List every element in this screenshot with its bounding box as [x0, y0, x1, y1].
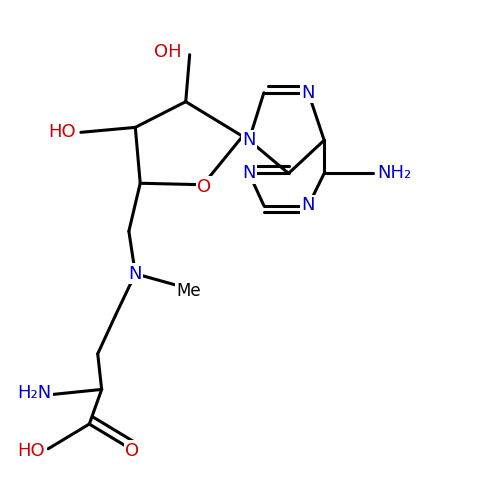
Text: N: N: [302, 84, 315, 102]
Text: N: N: [242, 164, 256, 182]
Text: HO: HO: [18, 442, 46, 460]
Text: H₂N: H₂N: [17, 384, 51, 402]
Text: O: O: [126, 442, 140, 460]
Text: HO: HO: [48, 124, 76, 142]
Text: N: N: [242, 131, 256, 149]
Text: N: N: [128, 264, 142, 282]
Text: OH: OH: [154, 43, 182, 61]
Text: O: O: [198, 178, 211, 196]
Text: NH₂: NH₂: [378, 164, 412, 182]
Text: Me: Me: [176, 282, 201, 300]
Text: N: N: [302, 196, 315, 214]
